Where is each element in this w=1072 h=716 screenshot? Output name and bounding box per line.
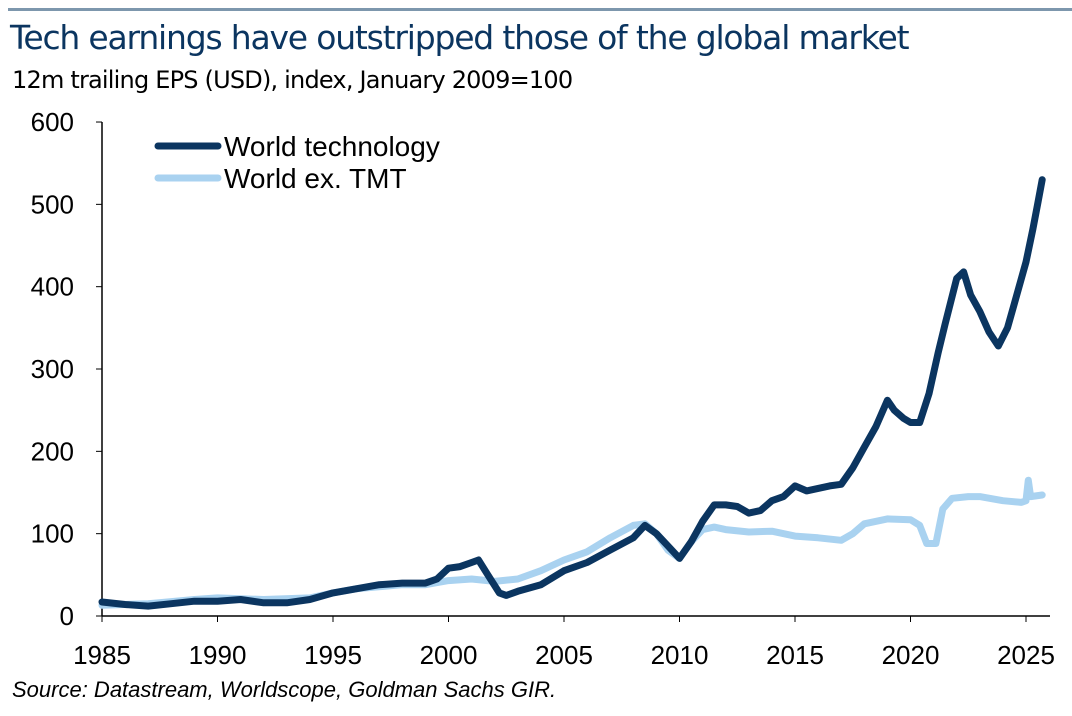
x-tick-label: 2005 <box>535 640 593 670</box>
x-tick-label: 2020 <box>882 640 940 670</box>
y-tick-label: 400 <box>31 272 74 302</box>
x-tick-label: 2025 <box>997 640 1055 670</box>
x-tick-label: 2015 <box>766 640 824 670</box>
top-rule <box>8 8 1072 11</box>
legend-label: World technology <box>224 131 440 162</box>
y-tick-label: 100 <box>31 519 74 549</box>
chart-title: Tech earnings have outstripped those of … <box>10 18 910 57</box>
y-tick-label: 200 <box>31 436 74 466</box>
series-line-world-ex-tmt <box>98 476 1046 609</box>
series-line-world-technology <box>98 176 1046 610</box>
x-tick-label: 1995 <box>304 640 362 670</box>
y-tick-label: 0 <box>60 601 74 631</box>
x-tick-label: 2000 <box>420 640 478 670</box>
chart-subtitle: 12m trailing EPS (USD), index, January 2… <box>12 66 573 94</box>
legend-label: World ex. TMT <box>224 163 407 194</box>
y-tick-label: 500 <box>31 189 74 219</box>
y-tick-label: 300 <box>31 354 74 384</box>
x-tick-label: 1990 <box>189 640 247 670</box>
x-tick-label: 1985 <box>73 640 131 670</box>
source-note: Source: Datastream, Worldscope, Goldman … <box>12 677 557 702</box>
y-tick-label: 600 <box>31 107 74 137</box>
x-tick-label: 2010 <box>651 640 709 670</box>
